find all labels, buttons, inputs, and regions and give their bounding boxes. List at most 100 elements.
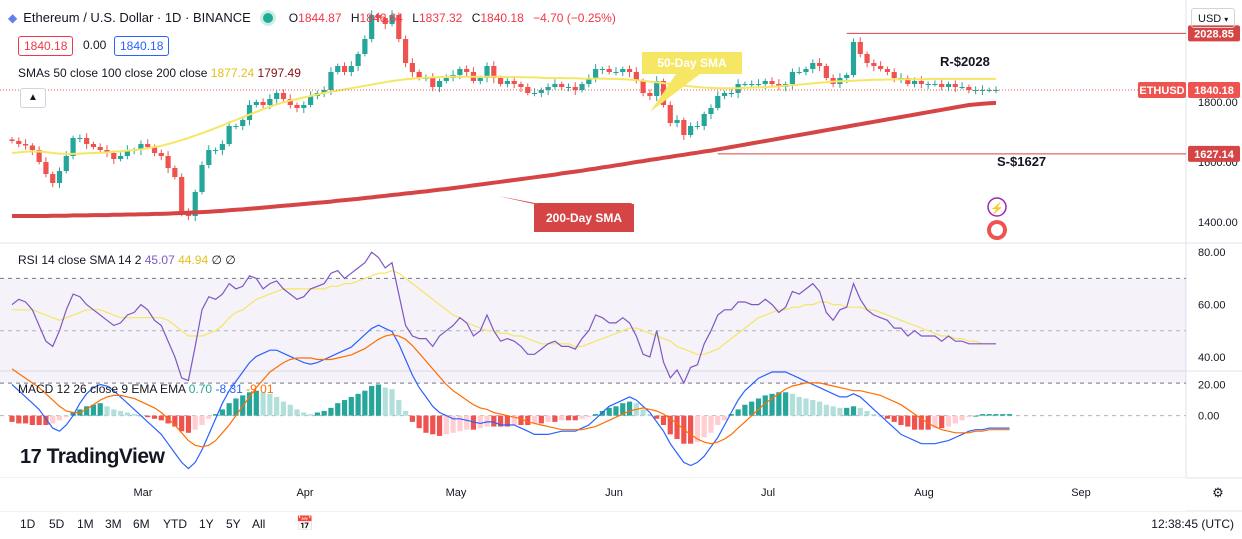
macd-histogram-bar: [593, 414, 599, 416]
candle: [640, 81, 646, 93]
macd-histogram-bar: [796, 396, 802, 416]
macd-histogram-bar: [158, 415, 164, 421]
macd-histogram-bar: [212, 414, 219, 416]
macd-histogram-bar: [959, 415, 965, 421]
collapse-legend-button[interactable]: ▲: [20, 88, 46, 108]
macd-histogram-bar: [56, 415, 63, 421]
candle: [647, 93, 653, 96]
rsi-tick: 40.00: [1198, 352, 1226, 364]
sma-value-2: 1797.49: [257, 66, 301, 80]
candle: [878, 66, 884, 69]
candle: [620, 69, 626, 72]
macd-histogram-bar: [403, 410, 409, 416]
sell-price-button[interactable]: 1840.18: [18, 36, 74, 56]
settings-icon[interactable]: ⚙: [1212, 485, 1224, 500]
candle: [117, 156, 124, 159]
macd-legend[interactable]: MACD 12 26 close 9 EMA EMA 0.70 -8.31 -9…: [18, 382, 274, 396]
candle: [749, 84, 755, 85]
macd-histogram-bar: [559, 415, 565, 421]
buy-price-button[interactable]: 1840.18: [114, 36, 170, 56]
macd-histogram-bar: [260, 392, 266, 416]
time-tick: May: [446, 487, 467, 499]
candle: [545, 87, 551, 90]
candle: [925, 84, 931, 85]
macd-histogram-bar: [307, 414, 314, 416]
timeframe-all-button[interactable]: All: [252, 517, 266, 531]
candle: [579, 84, 585, 90]
change-value: −4.70 (−0.25%): [533, 10, 616, 25]
timeframe-5d-button[interactable]: 5D: [49, 517, 65, 531]
ethereum-icon: ◆: [8, 10, 18, 25]
candle: [694, 126, 701, 127]
rsi-legend[interactable]: RSI 14 close SMA 14 2 45.07 44.94 ∅ ∅: [18, 253, 236, 267]
candle: [911, 81, 918, 84]
rsi-pane: [0, 251, 1186, 385]
timeframe-6m-button[interactable]: 6M: [133, 517, 150, 531]
resistance-price-tag-bg: [1188, 25, 1240, 42]
macd-histogram-bar: [918, 415, 924, 430]
candle: [97, 147, 103, 150]
macd-histogram-bar: [613, 406, 619, 416]
macd-histogram-bar: [837, 407, 843, 416]
candle: [240, 120, 246, 126]
timeframe-ytd-button[interactable]: YTD: [163, 517, 187, 531]
candle: [979, 90, 986, 91]
candle: [844, 75, 850, 78]
candle: [884, 69, 891, 72]
macd-histogram-bar: [518, 415, 524, 425]
macd-histogram-bar: [803, 398, 809, 416]
timeframe-5y-button[interactable]: 5Y: [226, 517, 241, 531]
candle: [280, 93, 287, 99]
market-status-icon[interactable]: [262, 12, 273, 23]
macd-histogram-bar: [715, 415, 721, 425]
macd-histogram-bar: [749, 401, 755, 416]
sma-legend[interactable]: SMAs 50 close 100 close 200 close 1877.2…: [18, 66, 301, 80]
calendar-icon[interactable]: 📅: [296, 515, 314, 531]
candle: [538, 90, 544, 93]
symbol-title[interactable]: Ethereum / U.S. Dollar · 1D · BINANCE: [23, 10, 251, 25]
candle: [90, 144, 97, 147]
price-tick: 1800.00: [1198, 97, 1238, 109]
symbol-header: ◆ Ethereum / U.S. Dollar · 1D · BINANCE …: [8, 10, 622, 25]
spread-value: 0.00: [83, 38, 107, 52]
timeframe-1m-button[interactable]: 1M: [77, 517, 94, 531]
macd-histogram-bar: [179, 415, 185, 432]
macd-histogram-bar: [294, 409, 300, 416]
macd-histogram-bar: [409, 415, 415, 422]
macd-histogram-bar: [979, 414, 986, 416]
macd-histogram-bar: [783, 392, 789, 416]
time-tick: Mar: [134, 487, 153, 499]
macd-histogram-bar: [572, 415, 578, 421]
sma50-line: [11, 75, 996, 155]
macd-histogram-bar: [369, 386, 375, 416]
candle: [416, 72, 422, 78]
macd-line: [11, 324, 1010, 470]
macd-histogram-bar: [986, 414, 992, 416]
candle: [755, 84, 762, 85]
timeframe-3m-button[interactable]: 3M: [105, 517, 122, 531]
macd-histogram-bar: [925, 415, 931, 430]
currency-select[interactable]: USD ▾: [1191, 8, 1235, 28]
symbol-tag: ETHUSD: [1139, 85, 1184, 97]
time-tick: Jul: [761, 487, 775, 499]
macd-histogram-bar: [606, 407, 612, 416]
candle: [179, 177, 185, 213]
macd-histogram-bar: [952, 415, 958, 424]
timeframe-1d-button[interactable]: 1D: [20, 517, 36, 531]
candle: [348, 66, 354, 72]
candle: [613, 72, 619, 73]
candle: [667, 105, 673, 123]
timeframe-1y-button[interactable]: 1Y: [199, 517, 214, 531]
candle: [56, 171, 63, 183]
candle: [430, 78, 436, 87]
macd-histogram-bar: [884, 415, 891, 419]
candle: [715, 96, 721, 108]
clock[interactable]: 12:38:45 (UTC): [1151, 517, 1234, 531]
macd-histogram-bar: [104, 406, 110, 416]
candle: [484, 66, 490, 78]
candle: [986, 90, 992, 91]
candle: [491, 66, 497, 78]
macd-histogram-bar: [728, 414, 734, 416]
candle: [511, 81, 517, 84]
